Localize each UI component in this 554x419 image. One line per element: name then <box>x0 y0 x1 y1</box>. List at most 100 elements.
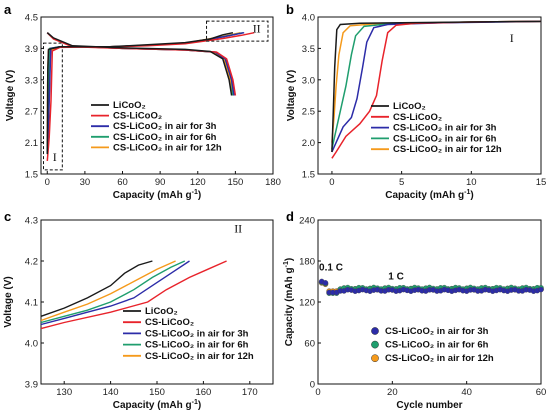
x-axis-label-text: Capacity (mAh g <box>113 190 192 201</box>
x-axis-label-close: ) <box>470 190 473 201</box>
x-tick-label: 60 <box>536 387 547 398</box>
x-tick-label: 120 <box>190 177 206 188</box>
x-axis-label-sup: -1 <box>192 189 198 196</box>
x-axis-label-sup: -1 <box>464 189 470 196</box>
curve <box>40 260 227 330</box>
x-tick-label: 150 <box>227 177 243 188</box>
panel-b: b 0 5 10 15 1.5 2.0 2.5 3.0 3.5 4.0 Capacity (mAh g… <box>286 2 546 201</box>
x-tick-label: 30 <box>80 177 91 188</box>
curve <box>40 260 153 317</box>
x-tick-label: 10 <box>466 177 477 188</box>
x-axis-label: Cycle number <box>396 400 462 411</box>
legend-label: LiCoO₂ <box>393 101 426 112</box>
y-tick-label: 4.5 <box>25 13 38 24</box>
x-tick-label: 5 <box>399 177 404 188</box>
x-tick-label: 40 <box>461 387 472 398</box>
zoom-label-II: II <box>253 22 261 36</box>
panel-a: a 0 30 60 90 120 150 180 1.5 2.1 2.7 3.3 3.9 4.5 Capac… <box>4 2 281 201</box>
x-axis-label-sup: -1 <box>192 399 198 406</box>
discharge-curve <box>46 32 233 96</box>
y-tick-label: 4.3 <box>25 216 38 227</box>
x-tick-label: 0 <box>329 177 334 188</box>
legend-label: CS-LiCoO₂ in air for 3h <box>385 326 489 337</box>
y-tick-label: 3.9 <box>25 44 38 55</box>
x-tick-label: 20 <box>387 387 398 398</box>
zoom-box-I <box>43 42 63 171</box>
x-axis-label-text: Capacity (mAh g <box>113 400 192 411</box>
y-tick-label: 2.1 <box>25 138 38 149</box>
data-point <box>538 286 544 293</box>
legend-label: CS-LiCoO₂ <box>145 317 194 328</box>
y-tick-label: 4.0 <box>25 339 38 350</box>
data-point <box>322 280 329 286</box>
x-tick-label: 130 <box>56 387 72 398</box>
discharge-curve <box>46 32 237 96</box>
legend-swatch <box>371 340 379 349</box>
discharge-curve <box>46 32 234 96</box>
panel-letter: b <box>286 2 294 17</box>
x-tick-label: 150 <box>149 387 165 398</box>
x-axis-label-text: Cycle number <box>396 400 462 411</box>
zoom-label-I: I <box>53 150 57 164</box>
legend-label: CS-LiCoO₂ <box>393 112 442 123</box>
x-tick-label: 170 <box>242 387 258 398</box>
legend-label: CS-LiCoO₂ in air for 12h <box>113 142 222 153</box>
legend-swatch <box>371 354 379 363</box>
legend-label: CS-LiCoO₂ in air for 6h <box>113 132 217 143</box>
discharge-curve <box>46 32 235 96</box>
legend-label: CS-LiCoO₂ in air for 3h <box>113 121 217 132</box>
x-tick-label: 15 <box>536 177 547 188</box>
charge-curve <box>46 31 234 155</box>
y-tick-label: 3.9 <box>25 380 38 391</box>
legend-label: LiCoO₂ <box>113 100 146 111</box>
zoom-label-II: II <box>234 221 242 235</box>
zoom-box-II <box>206 20 269 42</box>
panel-d: d 0 20 40 60 0 60 120 180 240 Cycle number Capacity… <box>283 209 546 411</box>
legend-label: CS-LiCoO₂ in air for 6h <box>385 340 489 351</box>
plot-frame <box>317 16 542 175</box>
y-tick-label: 2.0 <box>302 138 315 149</box>
panel-c: c 130 140 150 160 170 3.9 4.0 4.1 4.2 4.3 Capacity … <box>3 209 274 411</box>
legend-label: CS-LiCoO₂ in air for 6h <box>145 340 249 351</box>
y-tick-label: 120 <box>299 298 315 309</box>
y-axis-label: Capacity (mAh g-1) <box>283 258 295 346</box>
x-tick-label: 0 <box>45 177 50 188</box>
discharge-curve <box>46 32 234 96</box>
curve <box>40 260 190 326</box>
legend-label: CS-LiCoO₂ in air for 3h <box>393 123 497 134</box>
y-axis-label-text: Voltage (V) <box>5 70 16 121</box>
y-tick-label: 4.1 <box>25 298 38 309</box>
y-axis-label-text: Voltage (V) <box>286 70 297 121</box>
y-tick-label: 3.3 <box>25 75 38 86</box>
y-tick-label: 3.5 <box>302 44 315 55</box>
x-tick-label: 60 <box>117 177 128 188</box>
rate-label-1C: 1 C <box>388 271 404 282</box>
x-tick-label: 140 <box>103 387 119 398</box>
legend-label: CS-LiCoO₂ in air for 12h <box>385 353 494 364</box>
x-tick-label: 180 <box>265 177 281 188</box>
y-axis-label-sup: -1 <box>283 261 290 267</box>
x-axis-label-text: Capacity (mAh g <box>385 190 464 201</box>
y-axis-label-text: Voltage (V) <box>3 276 14 327</box>
y-tick-label: 180 <box>299 257 315 268</box>
panel-letter: a <box>4 2 12 17</box>
plot-frame <box>40 16 274 175</box>
legend-label: CS-LiCoO₂ in air for 6h <box>393 133 497 144</box>
curve <box>40 260 186 324</box>
y-tick-label: 1.5 <box>25 170 38 181</box>
y-tick-label: 4.0 <box>302 13 315 24</box>
y-tick-label: 4.2 <box>25 257 38 268</box>
x-axis-label: Capacity (mAh g-1) <box>385 189 473 201</box>
x-tick-label: 90 <box>155 177 166 188</box>
x-axis-label-close: ) <box>198 400 201 411</box>
y-axis-label: Voltage (V) <box>3 276 14 327</box>
legend-label: CS-LiCoO₂ in air for 3h <box>145 328 249 339</box>
y-tick-label: 60 <box>304 339 315 350</box>
legend-label: CS-LiCoO₂ in air for 12h <box>145 351 254 362</box>
y-tick-label: 240 <box>299 216 315 227</box>
curve <box>40 260 176 322</box>
panel-letter: d <box>286 209 294 224</box>
y-tick-label: 3.0 <box>302 75 315 86</box>
y-axis-label-close: ) <box>284 258 295 261</box>
